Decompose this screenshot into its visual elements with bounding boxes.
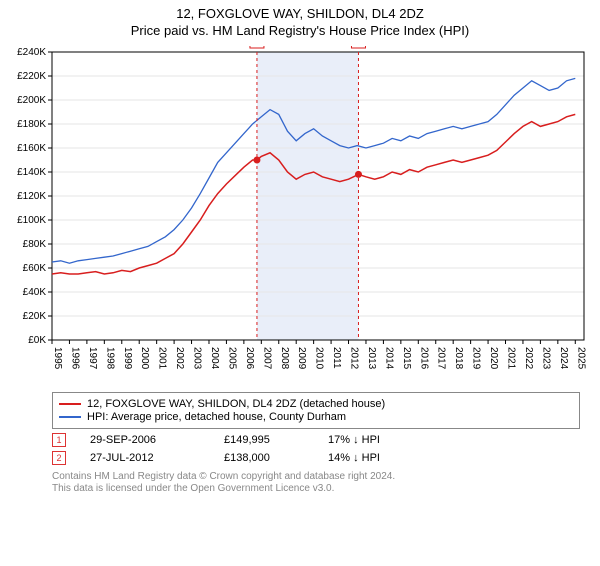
page-title: 12, FOXGLOVE WAY, SHILDON, DL4 2DZ <box>0 6 600 21</box>
marker-chip: 1 <box>52 433 66 447</box>
footer-line: This data is licensed under the Open Gov… <box>52 483 580 495</box>
legend: 12, FOXGLOVE WAY, SHILDON, DL4 2DZ (deta… <box>52 392 580 429</box>
svg-text:2025: 2025 <box>575 347 586 370</box>
legend-swatch <box>59 403 81 405</box>
svg-text:2013: 2013 <box>366 347 377 370</box>
marker-row: 2 27-JUL-2012 £138,000 14% ↓ HPI <box>52 451 580 465</box>
svg-text:£100K: £100K <box>17 215 46 226</box>
marker-price: £138,000 <box>224 452 304 464</box>
svg-text:2014: 2014 <box>383 347 394 370</box>
marker-date: 29-SEP-2006 <box>90 434 200 446</box>
svg-text:2006: 2006 <box>244 347 255 370</box>
svg-text:2005: 2005 <box>226 347 237 370</box>
svg-text:1: 1 <box>254 46 260 48</box>
svg-text:£120K: £120K <box>17 191 46 202</box>
svg-text:2010: 2010 <box>314 347 325 370</box>
legend-row: 12, FOXGLOVE WAY, SHILDON, DL4 2DZ (deta… <box>59 398 573 410</box>
svg-text:2020: 2020 <box>488 347 499 370</box>
marker-diff: 14% ↓ HPI <box>328 452 408 464</box>
svg-text:£240K: £240K <box>17 47 46 58</box>
svg-text:2011: 2011 <box>331 347 342 369</box>
legend-label: 12, FOXGLOVE WAY, SHILDON, DL4 2DZ (deta… <box>87 398 385 410</box>
svg-text:£20K: £20K <box>23 311 47 322</box>
svg-text:2024: 2024 <box>558 347 569 370</box>
svg-text:2021: 2021 <box>506 347 517 370</box>
legend-row: HPI: Average price, detached house, Coun… <box>59 411 573 423</box>
svg-text:2016: 2016 <box>418 347 429 370</box>
svg-text:1999: 1999 <box>122 347 133 370</box>
markers-table: 1 29-SEP-2006 £149,995 17% ↓ HPI 2 27-JUL-201… <box>52 433 580 465</box>
svg-text:2017: 2017 <box>436 347 447 370</box>
svg-text:2012: 2012 <box>349 347 360 370</box>
chart: £0K £20K £40K £60K £80K £100K £120K £140K £160K £… <box>0 46 600 386</box>
svg-text:2: 2 <box>356 46 362 48</box>
svg-text:1995: 1995 <box>52 347 63 370</box>
svg-text:2023: 2023 <box>540 347 551 370</box>
footer: Contains HM Land Registry data © Crown c… <box>52 471 580 495</box>
marker-row: 1 29-SEP-2006 £149,995 17% ↓ HPI <box>52 433 580 447</box>
legend-swatch <box>59 416 81 418</box>
svg-text:2022: 2022 <box>523 347 534 370</box>
svg-text:1998: 1998 <box>104 347 115 370</box>
svg-text:£140K: £140K <box>17 167 46 178</box>
svg-text:£0K: £0K <box>28 335 46 346</box>
svg-text:£40K: £40K <box>23 287 47 298</box>
svg-text:2019: 2019 <box>471 347 482 370</box>
svg-text:2015: 2015 <box>401 347 412 370</box>
svg-text:2001: 2001 <box>157 347 168 370</box>
svg-text:2009: 2009 <box>296 347 307 370</box>
svg-text:1997: 1997 <box>87 347 98 370</box>
svg-text:2018: 2018 <box>453 347 464 370</box>
svg-text:2007: 2007 <box>261 347 272 370</box>
svg-text:1996: 1996 <box>69 347 80 370</box>
chart-svg: £0K £20K £40K £60K £80K £100K £120K £140K £160K £… <box>0 46 600 386</box>
svg-text:2008: 2008 <box>279 347 290 370</box>
legend-label: HPI: Average price, detached house, Coun… <box>87 411 346 423</box>
svg-text:2003: 2003 <box>192 347 203 370</box>
svg-text:2002: 2002 <box>174 347 185 370</box>
svg-text:£60K: £60K <box>23 263 47 274</box>
svg-text:2000: 2000 <box>139 347 150 370</box>
marker-price: £149,995 <box>224 434 304 446</box>
footer-line: Contains HM Land Registry data © Crown c… <box>52 471 580 483</box>
svg-text:2004: 2004 <box>209 347 220 370</box>
svg-text:£200K: £200K <box>17 95 46 106</box>
marker-diff: 17% ↓ HPI <box>328 434 408 446</box>
page-subtitle: Price paid vs. HM Land Registry's House … <box>0 23 600 38</box>
svg-text:£180K: £180K <box>17 119 46 130</box>
svg-text:£80K: £80K <box>23 239 47 250</box>
marker-date: 27-JUL-2012 <box>90 452 200 464</box>
marker-chip: 2 <box>52 451 66 465</box>
svg-text:£160K: £160K <box>17 143 46 154</box>
svg-text:£220K: £220K <box>17 71 46 82</box>
